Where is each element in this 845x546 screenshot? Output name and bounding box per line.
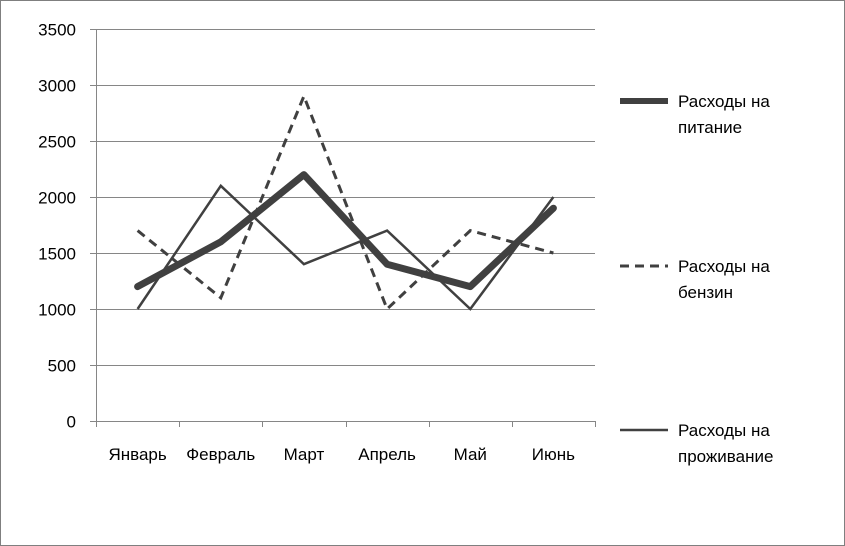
series-line-1 [134, 171, 557, 291]
y-tick-label: 1000 [38, 301, 76, 320]
gridlines [96, 29, 595, 366]
y-tick-label: 2500 [38, 133, 76, 152]
legend-label: проживание [678, 447, 773, 466]
y-tick-label: 1500 [38, 245, 76, 264]
legend-item-2: Расходы на бензин [620, 257, 770, 302]
x-tick-labels: Январь Февраль Март Апрель Май Июнь [108, 445, 575, 464]
legend-label: питание [678, 118, 742, 137]
legend-label: Расходы на [678, 92, 770, 111]
series-line-2 [136, 92, 554, 312]
x-tick-label: Апрель [358, 445, 416, 464]
y-tick-label: 0 [67, 413, 76, 432]
x-tick-label: Январь [108, 445, 166, 464]
y-tick-label: 3000 [38, 77, 76, 96]
series-line-3 [136, 183, 555, 311]
legend-label: Расходы на [678, 421, 770, 440]
legend-item-3: Расходы на проживание [620, 421, 773, 466]
legend-label: бензин [678, 283, 733, 302]
axes [90, 29, 596, 427]
x-tick-label: Июнь [532, 445, 575, 464]
x-tick-label: Май [454, 445, 487, 464]
y-tick-labels: 0 500 1000 1500 2000 2500 3000 3500 [38, 21, 76, 432]
y-tick-label: 3500 [38, 21, 76, 40]
legend-item-1: Расходы на питание [620, 92, 770, 137]
series-lines [134, 92, 557, 312]
y-tick-label: 500 [48, 357, 76, 376]
x-tick-label: Февраль [186, 445, 255, 464]
y-tick-label: 2000 [38, 189, 76, 208]
legend-label: Расходы на [678, 257, 770, 276]
x-tick-label: Март [284, 445, 325, 464]
